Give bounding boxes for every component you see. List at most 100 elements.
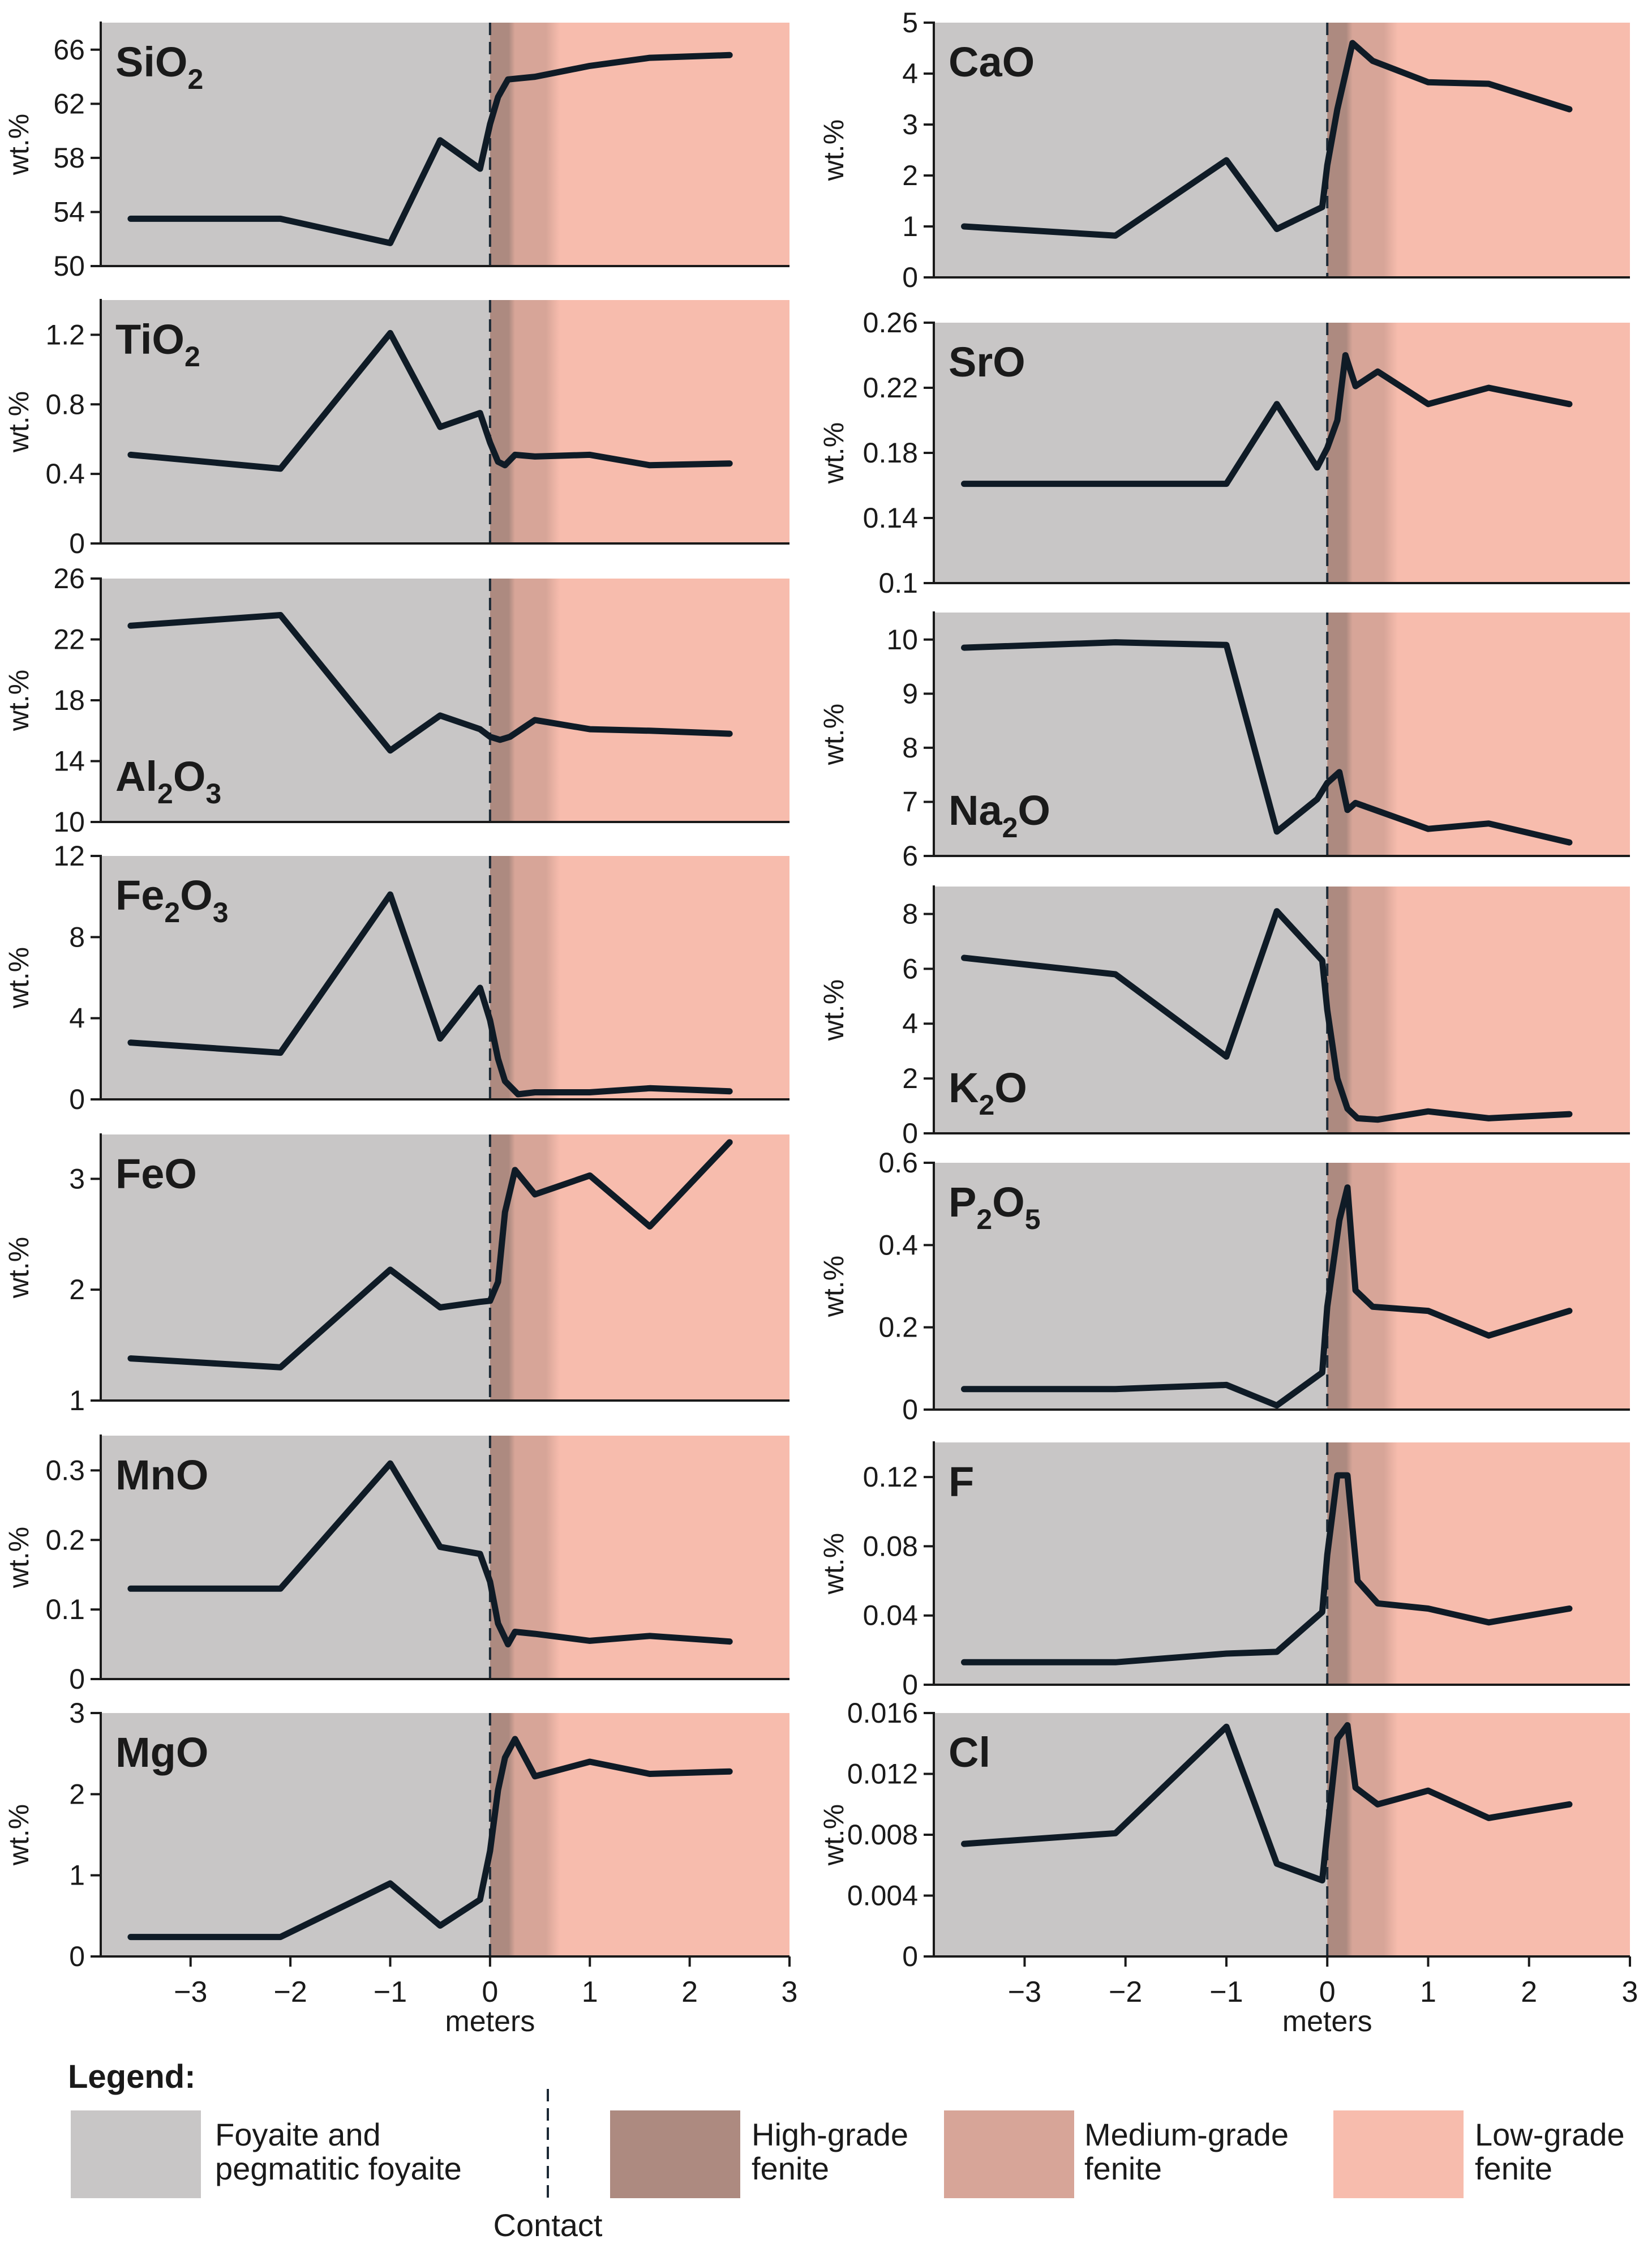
- y-tick-label: 0: [69, 1084, 85, 1115]
- y-tick-label: 0: [69, 1663, 85, 1695]
- y-axis-label: wt.%: [3, 1804, 35, 1866]
- foyaite-zone: [101, 579, 490, 822]
- legend-swatch-high_grade: [610, 2110, 740, 2198]
- y-tick-label: 58: [53, 142, 85, 174]
- foyaite-zone: [934, 613, 1328, 856]
- title-rest: O: [180, 872, 213, 919]
- foyaite-zone: [101, 300, 490, 543]
- legend-title: Legend:: [68, 2058, 196, 2095]
- legend-swatch-low_grade: [1333, 2110, 1464, 2198]
- y-tick-label: 0.3: [45, 1454, 85, 1486]
- y-tick-label: 66: [53, 34, 85, 66]
- x-tick-label: 1: [582, 1976, 598, 2009]
- y-tick-label: 1: [69, 1385, 85, 1416]
- series-line-mno: [127, 1460, 733, 1648]
- x-axis-label: meters: [445, 2005, 535, 2038]
- panel-title-mgo: MgO: [115, 1729, 208, 1776]
- panel-fe2o3: 0 4 8 12 wt.% Fe2O3: [3, 840, 789, 1115]
- y-tick-label: 22: [53, 624, 85, 656]
- panel-tio2: 0 0.4 0.8 1.2 wt.% TiO2: [3, 299, 789, 559]
- y-tick-label: 0: [69, 528, 85, 559]
- x-tick-label: −1: [374, 1976, 407, 2009]
- y-tick-label: 12: [53, 840, 85, 872]
- y-tick-label: 14: [53, 746, 85, 777]
- panel-sio2: 50 54 58 62 66 wt.% SiO2: [3, 22, 789, 282]
- fenite-transition-zone: [490, 23, 560, 266]
- title-main: MgO: [115, 1729, 208, 1776]
- y-axis-label: wt.%: [818, 422, 849, 484]
- legend-label-medium_grade: Medium-grade: [1084, 2117, 1289, 2152]
- y-tick-label: 0.8: [45, 388, 85, 420]
- series-line-mgo: [127, 1736, 733, 1941]
- panel-title-k2o: K2O: [949, 1064, 1027, 1121]
- foyaite-zone: [934, 1713, 1328, 1956]
- y-tick-label: 2: [69, 1778, 85, 1810]
- y-tick-label: 8: [69, 921, 85, 953]
- y-tick-label: 0.4: [45, 458, 85, 490]
- x-tick-label: −2: [273, 1976, 307, 2009]
- y-tick-label: 0.4: [878, 1229, 918, 1261]
- series-line-cl: [961, 1722, 1573, 1884]
- panel-cl: 0 0.004 0.008 0.012 0.016 wt.% Cl: [818, 1697, 1630, 1972]
- series-line-feo: [127, 1139, 733, 1371]
- y-tick-label: 2: [902, 1063, 918, 1094]
- y-tick-label: 7: [902, 786, 918, 817]
- y-tick-label: 2: [902, 160, 918, 191]
- y-tick-label: 0.2: [45, 1524, 85, 1556]
- series-line-na2o: [961, 639, 1573, 846]
- y-tick-label: 0.26: [863, 307, 918, 339]
- series-line-f: [961, 1472, 1573, 1665]
- title-main: Al: [115, 753, 157, 800]
- series-line-al2o3: [127, 612, 733, 754]
- x-tick-label: −1: [1209, 1976, 1243, 2009]
- title-main: MnO: [115, 1451, 208, 1498]
- y-axis-label: wt.%: [3, 1527, 35, 1588]
- title-rest: O: [992, 1179, 1025, 1226]
- title-main: CaO: [949, 38, 1035, 85]
- y-tick-label: 8: [902, 732, 918, 764]
- y-tick-label: 0: [902, 262, 918, 293]
- legend-label-high_grade: High-grade: [752, 2117, 908, 2152]
- y-tick-label: 18: [53, 684, 85, 716]
- fenite-transition-zone: [490, 579, 560, 822]
- legend-label-low_grade: Low-grade: [1475, 2117, 1625, 2152]
- y-tick-label: 0.2: [878, 1312, 918, 1343]
- y-tick-label: 0.12: [863, 1461, 918, 1493]
- panel-title-al2o3: Al2O3: [115, 753, 221, 810]
- title-subscript-2: 3: [205, 778, 221, 810]
- title-main: F: [949, 1458, 974, 1505]
- y-tick-label: 3: [902, 109, 918, 140]
- y-tick-label: 4: [902, 58, 918, 89]
- fenite-transition-zone: [1327, 887, 1398, 1133]
- panel-title-na2o: Na2O: [949, 787, 1050, 843]
- y-tick-label: 0.04: [863, 1600, 918, 1632]
- panel-title-fe2o3: Fe2O3: [115, 872, 229, 928]
- series-line-sro: [961, 352, 1573, 487]
- y-axis-label: wt.%: [3, 114, 35, 175]
- y-axis-label: wt.%: [818, 1804, 849, 1866]
- y-tick-label: 4: [902, 1008, 918, 1039]
- panel-title-sro: SrO: [949, 339, 1025, 386]
- y-tick-label: 4: [69, 1003, 85, 1034]
- legend-label-foyaite-2: pegmatitic foyaite: [215, 2151, 462, 2186]
- legend-swatch-foyaite: [71, 2110, 201, 2198]
- fenite-transition-zone: [1327, 1713, 1398, 1956]
- panel-mgo: 0 1 2 3 wt.% MgO: [3, 1697, 789, 1972]
- title-subscript: 2: [1002, 812, 1018, 843]
- y-tick-label: 5: [902, 7, 918, 38]
- y-axis-label: wt.%: [818, 1533, 849, 1595]
- legend-label-low_grade-2: fenite: [1475, 2151, 1552, 2186]
- y-tick-label: 1: [902, 211, 918, 242]
- panel-na2o: 6 7 8 9 10 wt.% Na2O: [818, 611, 1630, 872]
- y-tick-label: 50: [53, 250, 85, 282]
- x-axis-group-left: −3 −2 −1 0 1 2 3 meters: [174, 1956, 797, 2038]
- title-subscript: 2: [979, 1089, 994, 1121]
- fenite-transition-zone: [1327, 23, 1398, 277]
- panel-title-cao: CaO: [949, 38, 1035, 85]
- foyaite-zone: [934, 1442, 1328, 1685]
- y-axis-label: wt.%: [818, 979, 849, 1041]
- y-tick-label: 0.18: [863, 437, 918, 469]
- foyaite-zone: [934, 323, 1328, 583]
- fenite-transition-zone: [490, 856, 560, 1099]
